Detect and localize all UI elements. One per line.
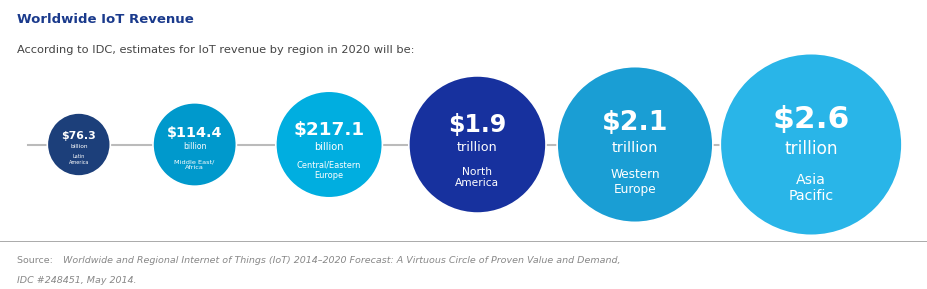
Text: According to IDC, estimates for IoT revenue by region in 2020 will be:: According to IDC, estimates for IoT reve…: [17, 45, 414, 55]
Text: Western
Europe: Western Europe: [610, 168, 660, 196]
Text: Worldwide IoT Revenue: Worldwide IoT Revenue: [17, 13, 194, 26]
Text: trillion: trillion: [612, 141, 658, 155]
Text: $76.3: $76.3: [61, 131, 96, 141]
Text: billion: billion: [183, 142, 207, 151]
Text: trillion: trillion: [784, 140, 838, 158]
Ellipse shape: [720, 54, 902, 235]
Text: trillion: trillion: [457, 141, 498, 154]
Text: Central/Eastern
Europe: Central/Eastern Europe: [297, 160, 362, 180]
Text: Asia
Pacific: Asia Pacific: [789, 173, 833, 203]
Ellipse shape: [275, 91, 382, 198]
Ellipse shape: [47, 113, 110, 176]
Text: Worldwide and Regional Internet of Things (IoT) 2014–2020 Forecast: A Virtuous C: Worldwide and Regional Internet of Thing…: [63, 256, 620, 265]
Text: $217.1: $217.1: [294, 121, 364, 138]
Text: $114.4: $114.4: [167, 126, 222, 140]
Text: Source:: Source:: [17, 256, 56, 265]
Text: $2.1: $2.1: [602, 110, 668, 136]
Text: Middle East/
Africa: Middle East/ Africa: [174, 159, 215, 170]
Ellipse shape: [409, 76, 546, 213]
Text: billion: billion: [70, 144, 87, 149]
Text: $2.6: $2.6: [772, 105, 850, 134]
Ellipse shape: [557, 67, 713, 222]
Text: billion: billion: [314, 142, 344, 152]
Ellipse shape: [153, 103, 236, 186]
Text: $1.9: $1.9: [449, 113, 506, 137]
Text: North
America: North America: [455, 167, 500, 188]
Text: IDC #248451, May 2014.: IDC #248451, May 2014.: [17, 276, 136, 285]
Text: Latin
America: Latin America: [69, 154, 89, 165]
